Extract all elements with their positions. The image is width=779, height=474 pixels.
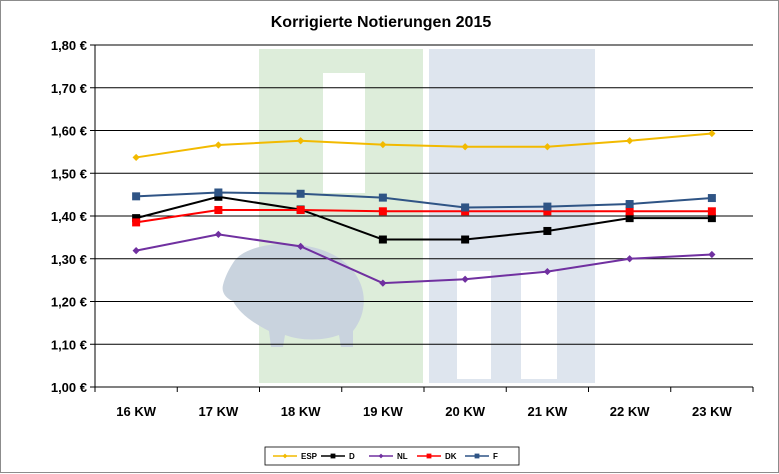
y-axis-ticks: 1,00 € 1,10 € 1,20 € 1,30 € 1,40 € 1,50 € 1,60…: [51, 38, 95, 395]
data-point-f: [543, 202, 552, 211]
x-tick-label: 21 KW: [528, 404, 568, 419]
data-point-nl: [132, 247, 140, 255]
data-point-esp: [132, 153, 140, 162]
legend-marker-d: [330, 453, 336, 459]
series-line-dk: [135, 209, 712, 224]
data-point-nl: [297, 242, 305, 250]
y-tick-label: 1,00 €: [51, 380, 87, 395]
data-point-esp: [379, 141, 387, 149]
data-point-d: [543, 226, 552, 235]
x-tick-label: 23 KW: [692, 404, 732, 419]
data-point-d: [132, 214, 141, 223]
data-point-esp: [626, 137, 634, 145]
legend-entry-esp: ESP: [273, 452, 318, 461]
data-point-nl: [626, 255, 634, 263]
legend-label-nl: NL: [397, 452, 408, 461]
data-point-d: [214, 192, 223, 201]
data-point-nl: [543, 267, 551, 276]
chart-title: Korrigierte Notierungen 2015: [271, 14, 492, 31]
data-point-dk: [214, 206, 223, 215]
legend-entry-f: F: [465, 452, 498, 461]
y-tick-label: 1,60 €: [51, 124, 87, 139]
data-point-f: [132, 192, 141, 201]
legend: ESP D NL DK F: [264, 446, 520, 466]
x-tick-label: 22 KW: [610, 404, 650, 419]
legend-marker-esp: [282, 453, 288, 459]
data-point-d: [378, 235, 387, 244]
y-tick-label: 1,50 €: [51, 166, 87, 181]
x-tick-label: 17 KW: [199, 404, 239, 419]
data-point-esp: [461, 143, 469, 151]
data-point-dk: [296, 206, 305, 215]
data-point-f: [707, 194, 716, 203]
data-point-f: [625, 200, 634, 209]
data-point-nl: [708, 250, 716, 259]
grid-lines: [95, 44, 753, 345]
x-tick-label: 16 KW: [116, 404, 156, 419]
legend-entry-d: D: [321, 452, 355, 461]
data-point-nl: [214, 230, 222, 238]
data-point-dk: [707, 207, 716, 216]
y-tick-label: 1,20 €: [51, 295, 87, 310]
y-tick-label: 1,40 €: [51, 209, 87, 224]
data-point-f: [461, 203, 470, 212]
data-point-dk: [132, 218, 141, 227]
data-series: [132, 129, 716, 287]
data-point-nl: [379, 279, 387, 287]
legend-label-d: D: [349, 452, 355, 461]
data-point-esp: [708, 129, 716, 138]
legend-marker-dk: [426, 453, 432, 459]
data-point-f: [296, 189, 305, 198]
y-tick-label: 1,30 €: [51, 252, 87, 267]
data-point-esp: [297, 137, 305, 145]
series-line-esp: [135, 132, 712, 159]
legend-label-esp: ESP: [301, 452, 318, 461]
legend-label-dk: DK: [445, 452, 457, 461]
data-point-nl: [461, 275, 469, 283]
series-f: [132, 188, 716, 212]
data-point-dk: [543, 207, 552, 216]
data-point-esp: [214, 141, 222, 149]
x-tick-label: 20 KW: [445, 404, 485, 419]
x-axis-ticks: 16 KW 17 KW 18 KW 19 KW 20 KW 21 KW 22 KW 23 KW: [94, 387, 754, 419]
y-tick-label: 1,70 €: [51, 81, 87, 96]
legend-entry-nl: NL: [369, 452, 408, 461]
y-tick-label: 1,10 €: [51, 337, 87, 352]
series-line-d: [135, 195, 712, 241]
legend-label-f: F: [493, 452, 498, 461]
data-point-f: [378, 193, 387, 202]
data-point-d: [461, 235, 470, 244]
series-line-nl: [135, 233, 712, 285]
x-tick-label: 19 KW: [363, 404, 403, 419]
data-point-esp: [543, 143, 551, 151]
legend-entry-dk: DK: [417, 452, 457, 461]
data-point-dk: [378, 207, 387, 216]
legend-marker-nl: [378, 453, 384, 459]
data-point-dk: [625, 207, 634, 216]
data-point-f: [214, 188, 223, 197]
y-tick-label: 1,80 €: [51, 38, 87, 53]
data-point-d: [625, 214, 634, 223]
series-line-f: [136, 191, 712, 209]
x-tick-label: 18 KW: [281, 404, 321, 419]
series-esp: [132, 129, 716, 162]
legend-marker-f: [474, 453, 480, 459]
data-point-d: [707, 214, 716, 223]
series-dk: [132, 206, 716, 227]
